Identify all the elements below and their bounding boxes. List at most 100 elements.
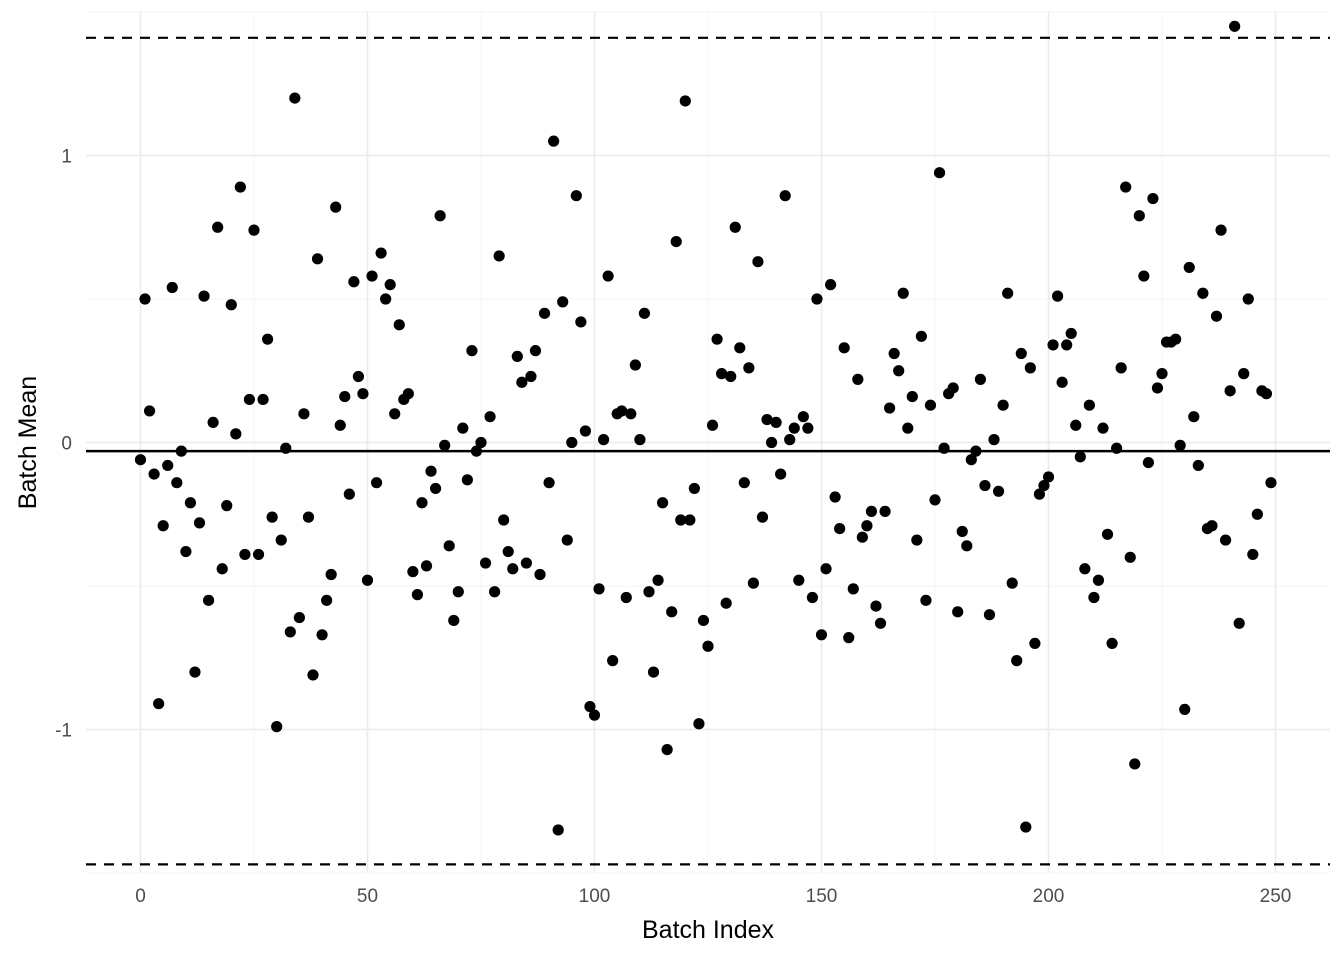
data-point <box>911 534 923 546</box>
y-tick-label: 0 <box>61 434 72 455</box>
data-points <box>134 20 1277 836</box>
data-point <box>234 181 246 193</box>
data-point <box>330 201 342 213</box>
data-point <box>489 586 501 598</box>
data-point <box>429 482 442 495</box>
data-point <box>1088 591 1100 604</box>
data-point <box>897 287 909 299</box>
data-point <box>770 416 782 429</box>
data-point <box>1151 382 1164 394</box>
data-point <box>343 488 355 500</box>
data-point <box>856 531 868 543</box>
data-point <box>865 505 878 517</box>
data-point <box>684 514 696 526</box>
data-point <box>1138 270 1150 282</box>
data-point <box>207 416 219 429</box>
data-point <box>389 408 401 420</box>
data-point <box>511 350 523 362</box>
data-point <box>402 388 414 400</box>
data-point <box>702 640 714 652</box>
data-point <box>706 419 719 431</box>
data-point <box>675 514 687 526</box>
data-point <box>824 279 837 291</box>
data-point <box>938 442 950 454</box>
data-point <box>670 236 682 248</box>
data-point <box>747 577 760 589</box>
data-point <box>924 399 937 411</box>
data-point <box>711 333 723 345</box>
data-point <box>216 563 228 575</box>
data-point <box>348 276 360 288</box>
x-tick-label: 100 <box>579 886 611 907</box>
data-point <box>143 405 156 417</box>
data-point <box>411 589 424 601</box>
data-point <box>252 548 265 561</box>
data-point <box>1242 293 1254 305</box>
data-point <box>457 422 469 434</box>
data-point <box>1124 551 1136 563</box>
data-point <box>852 373 864 385</box>
data-point <box>620 591 632 604</box>
data-point <box>529 345 542 357</box>
data-point <box>484 411 496 423</box>
data-point <box>847 583 859 595</box>
data-point <box>584 700 596 713</box>
data-point <box>952 606 964 618</box>
data-point <box>1156 368 1168 380</box>
data-point <box>361 574 374 586</box>
x-tick-label: 0 <box>135 886 146 907</box>
data-point <box>1183 261 1195 274</box>
data-point <box>507 563 519 575</box>
data-point <box>893 365 905 377</box>
data-point <box>629 359 641 371</box>
data-point <box>452 586 464 598</box>
data-point <box>311 253 324 265</box>
data-point <box>666 606 678 618</box>
data-point <box>720 597 732 609</box>
data-point <box>738 477 750 489</box>
data-point <box>656 497 669 509</box>
data-point <box>339 390 351 403</box>
data-point <box>212 221 224 233</box>
data-point <box>652 574 664 586</box>
data-point <box>765 436 778 449</box>
data-point <box>266 511 278 523</box>
data-point <box>425 465 437 477</box>
data-point <box>289 92 301 104</box>
data-point <box>988 434 1000 446</box>
data-point <box>171 477 183 489</box>
data-point <box>788 422 800 434</box>
data-point <box>829 491 841 503</box>
data-point <box>570 190 582 202</box>
data-point <box>202 594 215 606</box>
y-tick-label: -1 <box>55 721 72 742</box>
data-point <box>743 362 755 374</box>
data-point <box>775 468 787 480</box>
data-point <box>597 434 610 446</box>
data-point <box>838 342 850 354</box>
data-point <box>1179 703 1191 716</box>
data-point <box>1006 577 1018 589</box>
data-point <box>407 566 419 578</box>
data-point <box>983 609 996 621</box>
data-point <box>1024 362 1036 374</box>
data-point <box>557 296 569 308</box>
data-point <box>625 408 637 420</box>
data-point <box>779 190 791 202</box>
data-point <box>239 548 251 561</box>
data-point <box>180 545 192 558</box>
data-point <box>1120 181 1132 193</box>
y-axis-tick-labels: -1 0 1 <box>55 147 72 742</box>
data-point <box>906 390 918 403</box>
data-point <box>1111 442 1123 454</box>
data-point <box>243 393 256 406</box>
data-point <box>516 376 528 388</box>
data-point <box>1147 192 1159 205</box>
data-point <box>1065 327 1077 340</box>
data-point <box>843 632 855 644</box>
data-point <box>970 445 982 457</box>
data-point <box>929 494 941 506</box>
data-point <box>874 617 887 629</box>
data-point <box>992 485 1005 497</box>
data-point <box>752 256 764 268</box>
